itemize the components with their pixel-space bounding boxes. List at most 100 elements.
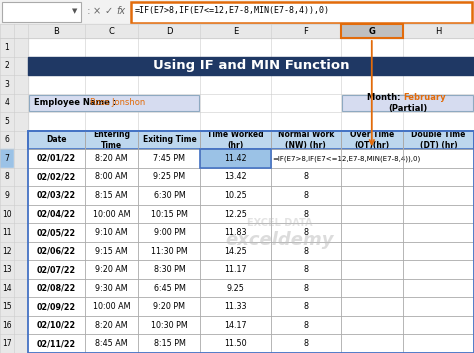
Bar — [138, 131, 201, 149]
Bar — [0, 242, 14, 261]
Bar — [0, 223, 474, 242]
Text: 8:45 AM: 8:45 AM — [95, 339, 128, 348]
Text: 3: 3 — [5, 80, 9, 89]
Text: ▼: ▼ — [72, 8, 77, 14]
Text: 11.42: 11.42 — [224, 154, 247, 163]
Text: C: C — [109, 26, 115, 36]
Bar — [201, 335, 271, 353]
Bar — [403, 298, 474, 316]
Bar — [201, 205, 271, 223]
Bar — [0, 38, 474, 56]
Bar — [14, 112, 28, 131]
Bar — [0, 112, 14, 131]
Text: 8:20 AM: 8:20 AM — [95, 154, 128, 163]
Bar — [0, 131, 14, 149]
Bar — [0, 279, 474, 298]
Text: 8: 8 — [303, 321, 308, 330]
Text: 8:30 PM: 8:30 PM — [154, 265, 185, 274]
Bar — [138, 223, 201, 242]
Bar — [341, 223, 403, 242]
Bar — [0, 205, 474, 223]
Bar — [271, 223, 341, 242]
Bar — [2, 2, 81, 22]
Bar — [14, 298, 28, 316]
Bar — [138, 316, 201, 335]
Text: 11: 11 — [2, 228, 12, 237]
Bar — [28, 24, 85, 38]
Text: 2: 2 — [5, 61, 9, 70]
Text: 14: 14 — [2, 284, 12, 293]
Bar — [0, 316, 14, 335]
Text: 02/08/22: 02/08/22 — [37, 284, 76, 293]
Bar — [0, 261, 14, 279]
Text: 9.25: 9.25 — [227, 284, 245, 293]
Bar — [28, 131, 474, 353]
Bar — [201, 261, 271, 279]
Bar — [201, 168, 271, 186]
Bar — [403, 279, 474, 298]
Bar — [138, 335, 201, 353]
Text: 10:15 PM: 10:15 PM — [151, 210, 188, 219]
Text: F: F — [303, 26, 308, 36]
Bar — [14, 131, 28, 149]
Bar — [0, 168, 474, 186]
Text: 02/06/22: 02/06/22 — [37, 247, 76, 256]
Text: H: H — [435, 26, 442, 36]
Text: G: G — [368, 26, 375, 36]
Text: 17: 17 — [2, 339, 12, 348]
Text: 8:15 PM: 8:15 PM — [154, 339, 185, 348]
Bar — [85, 279, 138, 298]
Bar — [28, 316, 85, 335]
Text: 02/11/22: 02/11/22 — [37, 339, 76, 348]
Bar — [341, 335, 403, 353]
Text: 10:00 AM: 10:00 AM — [93, 210, 130, 219]
Text: Exiting Time: Exiting Time — [143, 136, 196, 144]
Text: 10:00 AM: 10:00 AM — [93, 302, 130, 311]
Text: 12: 12 — [2, 247, 12, 256]
Text: 8: 8 — [303, 228, 308, 237]
Bar — [0, 56, 474, 75]
Bar — [403, 335, 474, 353]
Bar — [341, 316, 403, 335]
Text: Ross Jonshon: Ross Jonshon — [90, 98, 145, 107]
Text: 9:25 PM: 9:25 PM — [154, 173, 185, 181]
Bar — [0, 298, 474, 316]
Bar — [201, 223, 271, 242]
Bar — [403, 24, 474, 38]
Bar — [0, 205, 14, 223]
Text: 10: 10 — [2, 210, 12, 219]
Text: 11.50: 11.50 — [224, 339, 247, 348]
Bar — [131, 1, 472, 23]
Text: B: B — [54, 26, 59, 36]
Text: 4: 4 — [5, 98, 9, 107]
Bar — [271, 335, 341, 353]
Bar — [201, 316, 271, 335]
Bar — [28, 205, 85, 223]
Bar — [28, 335, 85, 353]
Bar — [271, 242, 341, 261]
Bar — [0, 261, 474, 279]
Bar — [403, 242, 474, 261]
Bar — [138, 261, 201, 279]
Bar — [403, 261, 474, 279]
Bar — [138, 279, 201, 298]
Text: February: February — [403, 93, 446, 102]
Bar — [0, 186, 474, 205]
Text: 10.25: 10.25 — [224, 191, 247, 200]
Bar — [341, 24, 403, 38]
Text: E: E — [233, 26, 238, 36]
Bar — [0, 149, 14, 168]
Bar — [201, 279, 271, 298]
Text: 8:20 AM: 8:20 AM — [95, 321, 128, 330]
Text: 6:45 PM: 6:45 PM — [154, 284, 185, 293]
Text: 8: 8 — [303, 302, 308, 311]
Text: Using IF and MIN Function: Using IF and MIN Function — [153, 59, 349, 72]
Bar — [14, 186, 28, 205]
Bar — [14, 261, 28, 279]
Bar — [271, 279, 341, 298]
Bar — [0, 112, 474, 131]
Bar — [0, 298, 14, 316]
Bar — [85, 205, 138, 223]
Text: 9:15 AM: 9:15 AM — [95, 247, 128, 256]
Text: Time Worked
(hr): Time Worked (hr) — [207, 130, 264, 150]
